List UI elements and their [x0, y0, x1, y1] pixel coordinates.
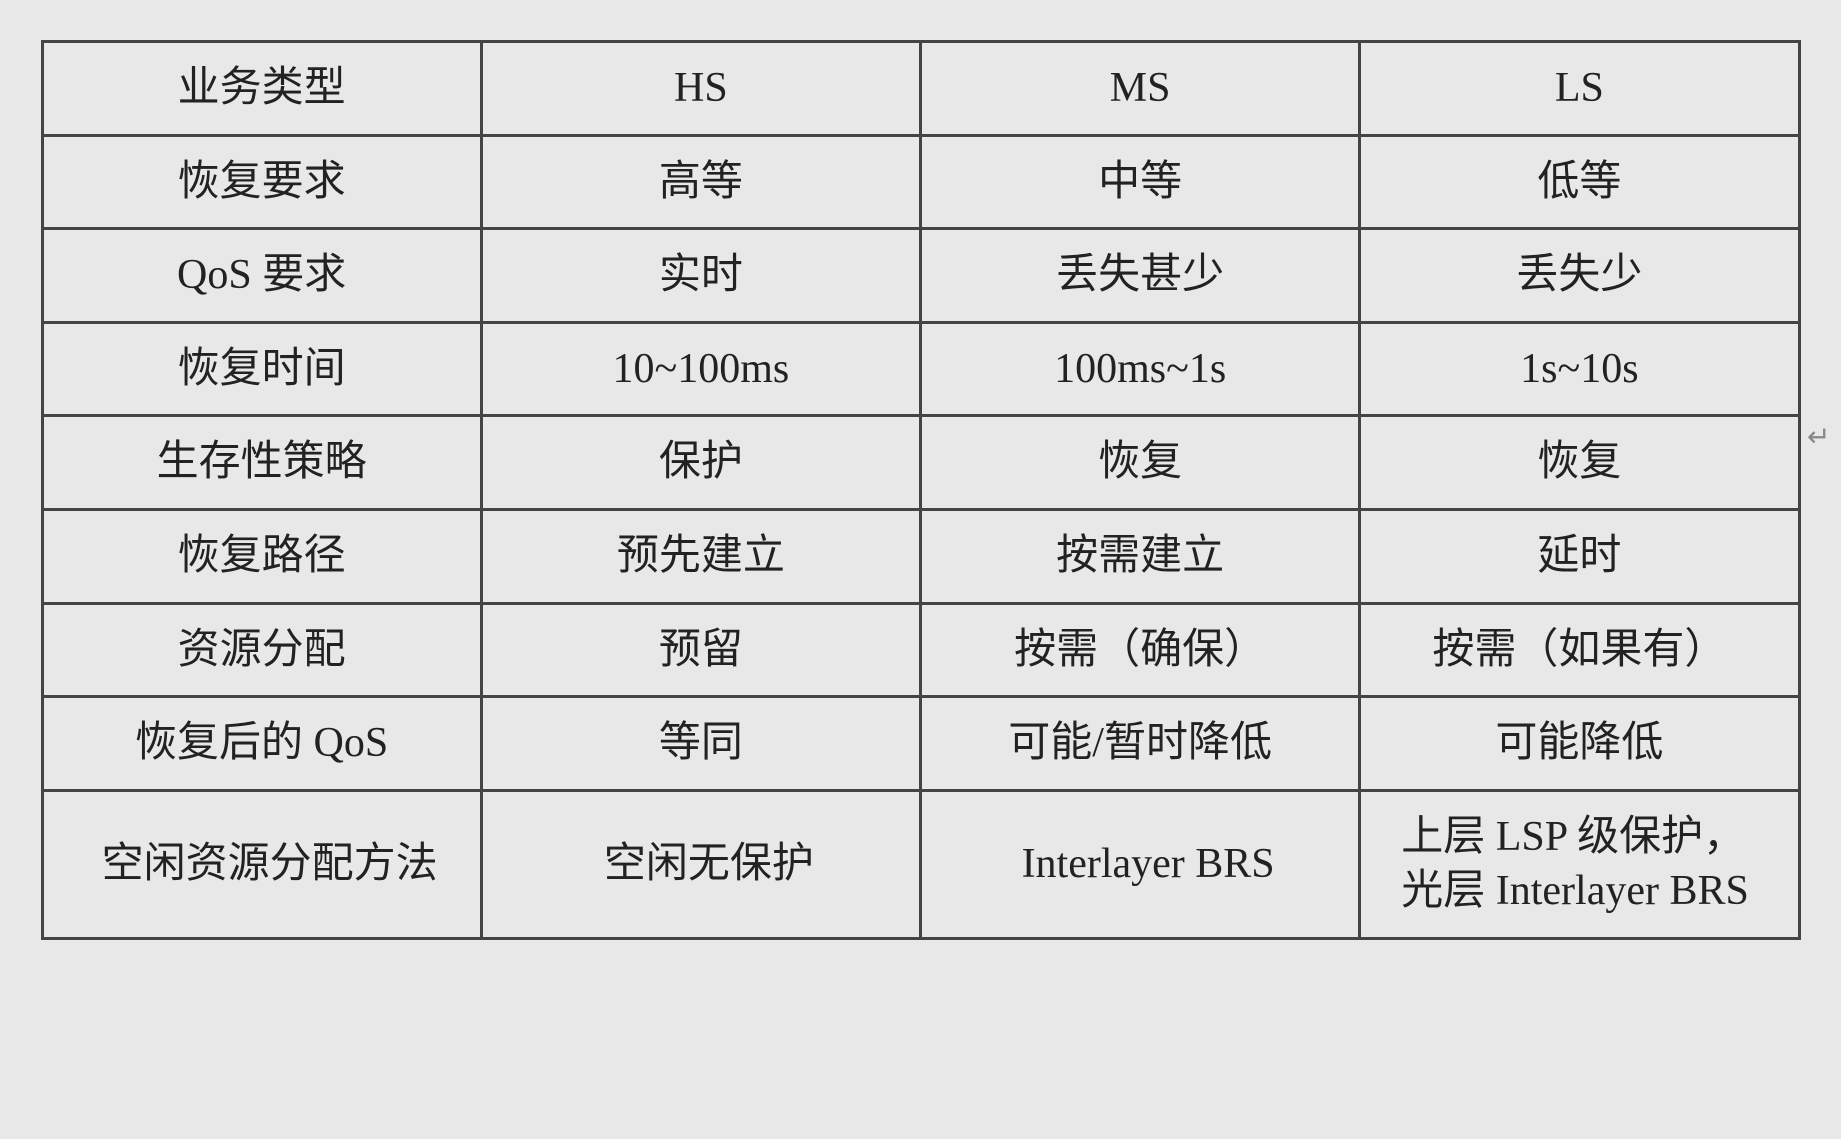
row-label: 恢复路径: [42, 509, 481, 603]
cell-value: 可能/暂时降低: [921, 697, 1360, 791]
service-type-table-container: 业务类型 HS MS LS 恢复要求 高等 中等 低等 QoS 要求 实时 丢失…: [41, 40, 1801, 940]
table-row: 空闲资源分配方法 空闲无保护 Interlayer BRS 上层 LSP 级保护…: [42, 790, 1799, 938]
cell-value: 高等: [481, 135, 920, 229]
header-cell-service-type: 业务类型: [42, 42, 481, 136]
cell-value: 低等: [1360, 135, 1799, 229]
cell-value: 按需建立: [921, 509, 1360, 603]
row-label: 资源分配: [42, 603, 481, 697]
cell-value: 等同: [481, 697, 920, 791]
header-cell-ms: MS: [921, 42, 1360, 136]
table-row: 恢复时间 10~100ms 100ms~1s 1s~10s: [42, 322, 1799, 416]
header-cell-ls: LS: [1360, 42, 1799, 136]
cell-value: 延时: [1360, 509, 1799, 603]
cell-value: 中等: [921, 135, 1360, 229]
cell-value: 空闲无保护: [481, 790, 920, 938]
cell-value: 恢复: [921, 416, 1360, 510]
cell-value: 丢失少: [1360, 229, 1799, 323]
cell-value: 10~100ms: [481, 322, 920, 416]
table-row: QoS 要求 实时 丢失甚少 丢失少: [42, 229, 1799, 323]
cell-value: 可能降低: [1360, 697, 1799, 791]
row-label: 空闲资源分配方法: [42, 790, 481, 938]
cell-value: 预留: [481, 603, 920, 697]
table-row: 生存性策略 保护 恢复 恢复: [42, 416, 1799, 510]
table-row: 恢复路径 预先建立 按需建立 延时: [42, 509, 1799, 603]
cell-value: 按需（如果有）: [1360, 603, 1799, 697]
row-label: QoS 要求: [42, 229, 481, 323]
table-row: 恢复后的 QoS 等同 可能/暂时降低 可能降低: [42, 697, 1799, 791]
service-type-table: 业务类型 HS MS LS 恢复要求 高等 中等 低等 QoS 要求 实时 丢失…: [41, 40, 1801, 940]
cell-value: 丢失甚少: [921, 229, 1360, 323]
row-label: 恢复后的 QoS: [42, 697, 481, 791]
table-row: 恢复要求 高等 中等 低等: [42, 135, 1799, 229]
return-arrow-icon: ↵: [1807, 420, 1830, 454]
cell-value: 100ms~1s: [921, 322, 1360, 416]
cell-value: 上层 LSP 级保护，光层 Interlayer BRS: [1360, 790, 1799, 938]
table-header-row: 业务类型 HS MS LS: [42, 42, 1799, 136]
cell-value: 恢复: [1360, 416, 1799, 510]
cell-value: 实时: [481, 229, 920, 323]
cell-value: Interlayer BRS: [921, 790, 1360, 938]
cell-value: 按需（确保）: [921, 603, 1360, 697]
cell-value: 1s~10s: [1360, 322, 1799, 416]
row-label: 生存性策略: [42, 416, 481, 510]
row-label: 恢复时间: [42, 322, 481, 416]
header-cell-hs: HS: [481, 42, 920, 136]
table-row: 资源分配 预留 按需（确保） 按需（如果有）: [42, 603, 1799, 697]
cell-value: 预先建立: [481, 509, 920, 603]
row-label: 恢复要求: [42, 135, 481, 229]
cell-value: 保护: [481, 416, 920, 510]
